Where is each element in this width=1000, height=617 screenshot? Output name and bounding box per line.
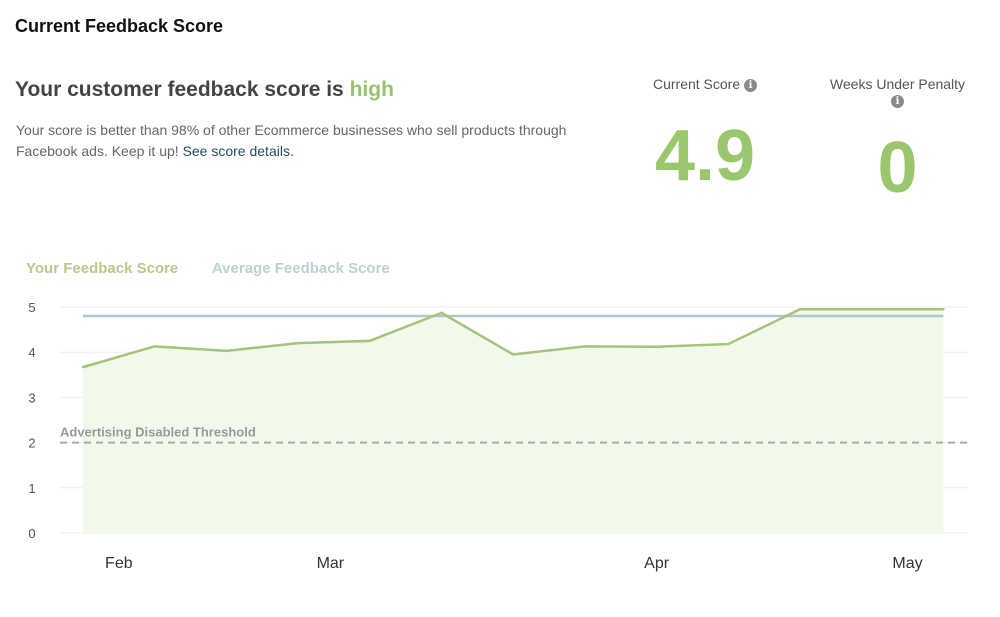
x-tick-label: Feb (105, 555, 133, 572)
your-score-point (153, 345, 156, 348)
your-score-point (440, 311, 443, 315)
description-text: Your score is better than 98% of other E… (16, 122, 567, 159)
current-score-value: 4.9 (654, 116, 756, 196)
legend-average-score[interactable]: Average Feedback Score (211, 260, 390, 277)
weeks-under-penalty-stat: Weeks Under Penalty i 0 (810, 76, 985, 204)
chart-legend: Your Feedback Score Average Feedback Sco… (26, 260, 420, 277)
y-tick-label: 1 (28, 481, 35, 496)
your-score-point (225, 349, 228, 353)
y-tick-label: 4 (28, 345, 35, 360)
headline-text: Your customer feedback score is (15, 78, 350, 101)
your-score-point (296, 341, 300, 345)
see-score-details-link[interactable]: See score details. (182, 143, 294, 159)
score-headline: Your customer feedback score is high (15, 78, 394, 102)
y-tick-label: 0 (28, 526, 35, 541)
your-score-point (655, 345, 658, 348)
weeks-under-penalty-value: 0 (877, 128, 918, 208)
your-score-point (512, 353, 515, 356)
your-score-point (870, 308, 873, 311)
your-score-point (798, 308, 802, 311)
info-icon[interactable]: i (891, 95, 904, 108)
score-description: Your score is better than 98% of other E… (16, 120, 576, 162)
score-level: high (349, 78, 394, 101)
your-score-area (83, 309, 944, 533)
threshold-label: Advertising Disabled Threshold (60, 425, 256, 440)
y-tick-label: 5 (28, 300, 35, 315)
x-tick-label: May (892, 555, 922, 572)
y-tick-label: 2 (28, 436, 35, 451)
your-score-point (81, 365, 85, 369)
your-score-point (942, 308, 945, 311)
legend-your-score[interactable]: Your Feedback Score (26, 260, 179, 277)
x-tick-label: Apr (644, 555, 670, 572)
your-score-point (368, 339, 371, 343)
info-icon[interactable]: i (744, 79, 758, 92)
your-score-point (583, 345, 587, 348)
y-tick-label: 3 (28, 390, 35, 405)
current-score-stat: Current Score i 4.9 (630, 76, 780, 192)
stat-label: Current Score (652, 76, 741, 92)
stat-label: Weeks Under Penalty (829, 76, 966, 92)
card-title: Current Feedback Score (15, 16, 224, 36)
x-tick-label: Mar (317, 555, 345, 572)
your-score-point (727, 342, 730, 346)
